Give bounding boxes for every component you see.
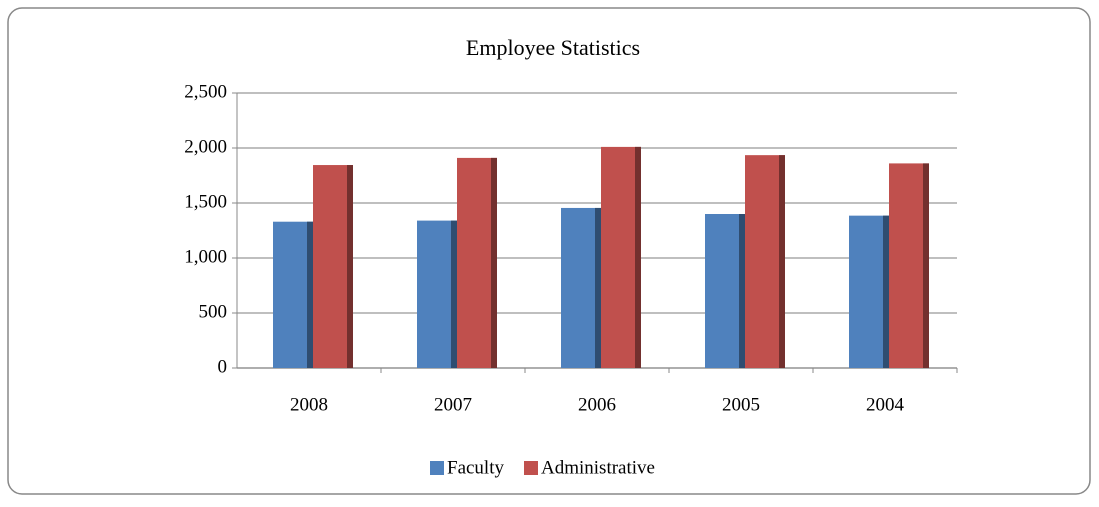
bar [417, 220, 457, 368]
x-tick-label: 2005 [722, 394, 760, 415]
bar-side [739, 214, 745, 368]
bar [849, 215, 889, 368]
bar [313, 165, 353, 368]
bar [273, 221, 313, 368]
bar-side [491, 157, 497, 368]
y-tick-label: 500 [199, 301, 228, 322]
bar-side [307, 221, 313, 368]
legend-swatch [430, 461, 444, 475]
bar [889, 163, 929, 368]
y-tick-label: 1,000 [184, 246, 227, 267]
x-tick-label: 2007 [434, 394, 472, 415]
legend-label: Administrative [541, 457, 655, 478]
bar [561, 207, 601, 368]
bar-side [451, 220, 457, 368]
bar-side [779, 155, 785, 368]
bar-side [595, 207, 601, 368]
x-tick-label: 2008 [290, 394, 328, 415]
y-tick-label: 2,000 [184, 136, 227, 157]
y-tick-label: 2,500 [184, 81, 227, 102]
bar-side [347, 165, 353, 368]
bar-side [923, 163, 929, 368]
chart-title: Employee Statistics [466, 35, 640, 60]
x-tick-label: 2004 [866, 394, 905, 415]
y-tick-label: 0 [218, 356, 228, 377]
bar [457, 157, 497, 368]
bar-side [883, 215, 889, 368]
bar [601, 146, 641, 368]
chart-frame [7, 7, 1091, 495]
bar [745, 155, 785, 368]
x-tick-label: 2006 [578, 394, 616, 415]
bar-side [635, 146, 641, 368]
bar [705, 214, 745, 368]
legend-swatch [524, 461, 538, 475]
y-tick-label: 1,500 [184, 191, 227, 212]
legend-label: Faculty [447, 457, 504, 478]
